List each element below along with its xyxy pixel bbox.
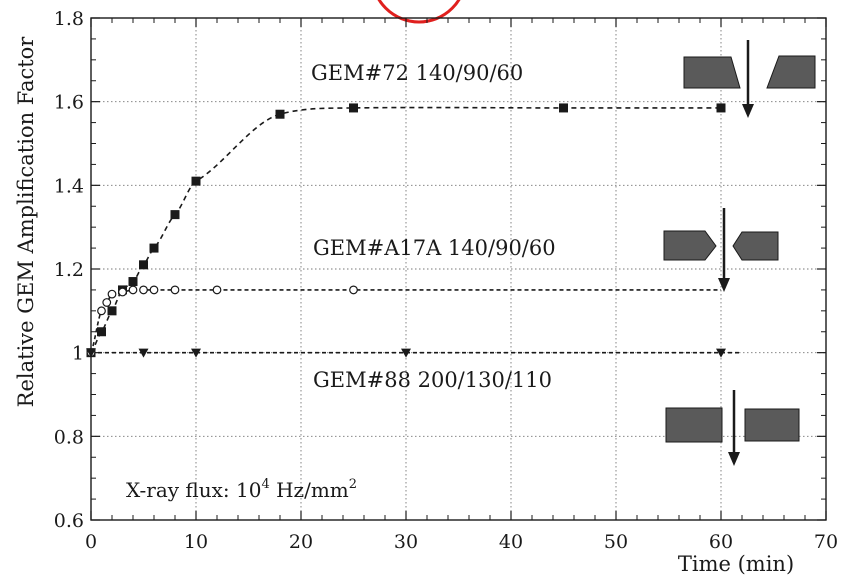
data-point-circle (170, 285, 180, 295)
annotation-exponent: 4 (261, 477, 269, 492)
y-tick-label: 1.8 (54, 8, 84, 30)
data-point-circle (212, 285, 222, 295)
data-point-circle (107, 289, 117, 299)
data-point-circle (149, 285, 159, 295)
data-points (86, 103, 726, 358)
y-tick-label: 1.2 (54, 259, 84, 281)
data-point-triangle (401, 348, 411, 358)
y-tick-label: 1.4 (54, 175, 84, 197)
series-label-gem88: GEM#88 200/130/110 (313, 368, 552, 392)
y-tick-label: 1 (72, 343, 84, 365)
y-tick-labels: 0.6 0.8 1 1.2 1.4 1.6 1.8 (54, 8, 84, 532)
data-point-circle (139, 285, 148, 295)
data-point-square (139, 260, 148, 270)
annotation-main: X-ray flux: 10 (126, 478, 261, 502)
x-tick-label: 70 (814, 531, 838, 553)
data-point-square (128, 277, 138, 287)
y-tick-label: 0.8 (54, 426, 84, 448)
x-tick-labels: 0 10 20 30 40 50 60 70 (85, 531, 838, 553)
data-point-square (97, 327, 106, 337)
ticks (90, 17, 827, 521)
data-point-circle (102, 298, 112, 307)
data-point-triangle (138, 348, 149, 358)
gem-hole-cross-section-icon (683, 40, 816, 118)
xray-flux-annotation: X-ray flux: 104 Hz/mm2 (126, 477, 357, 502)
x-tick-label: 20 (289, 531, 313, 553)
data-point-square (349, 103, 358, 113)
data-point-square (559, 103, 568, 113)
grid (91, 18, 826, 520)
data-point-circle (97, 306, 106, 316)
x-tick-label: 40 (499, 531, 523, 553)
y-tick-label: 0.6 (54, 510, 84, 532)
x-tick-label: 30 (394, 531, 418, 553)
data-point-square (716, 103, 726, 113)
data-point-square (149, 243, 159, 253)
annotation-unit: Hz/mm (270, 478, 349, 502)
data-point-square (191, 176, 201, 186)
data-point-circle (128, 285, 138, 295)
x-tick-label: 0 (85, 531, 97, 553)
data-point-triangle (716, 348, 726, 358)
data-point-circle (349, 285, 358, 295)
data-point-triangle (86, 348, 96, 358)
data-point-square (107, 306, 117, 316)
data-point-triangle (191, 348, 201, 358)
x-tick-label: 60 (709, 531, 733, 553)
x-tick-label: 50 (604, 531, 628, 553)
data-point-square (170, 210, 180, 220)
highlight-circle (377, 0, 461, 24)
series-label-gem72: GEM#72 140/90/60 (311, 61, 523, 85)
y-tick-label: 1.6 (54, 92, 84, 114)
x-axis-label: Time (min) (678, 552, 794, 576)
data-point-square (275, 109, 285, 119)
series-label-gema17a: GEM#A17A 140/90/60 (313, 236, 556, 260)
y-axis-label: Relative GEM Amplification Factor (14, 36, 38, 408)
gem-hole-cross-section-icon (663, 208, 779, 292)
fit-curves (90, 106, 742, 354)
x-tick-label: 10 (184, 531, 208, 553)
data-point-circle (118, 287, 127, 297)
gem-hole-cross-section-icon (665, 390, 800, 466)
annotation-unit-exponent: 2 (349, 477, 357, 492)
